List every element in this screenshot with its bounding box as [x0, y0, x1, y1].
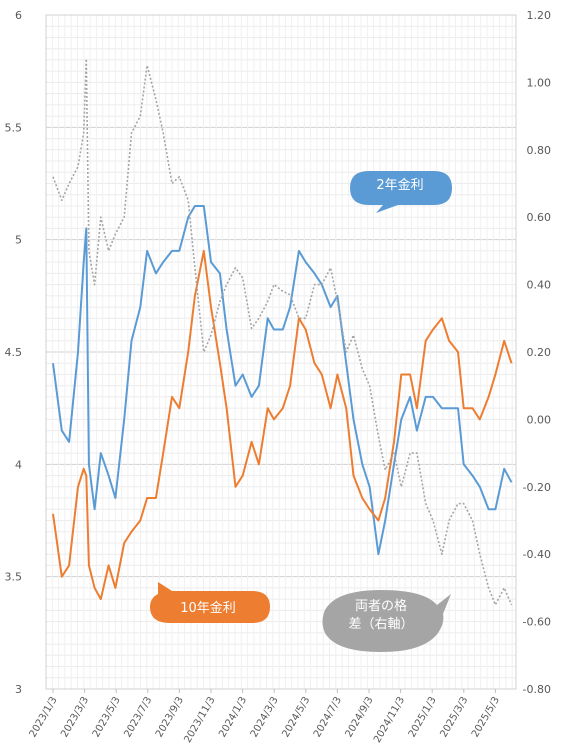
y-left-tick-label: 4 [15, 458, 22, 471]
y-right-tick-label: -0.60 [523, 616, 551, 629]
callout-spread-label-line2: 差（右軸） [348, 617, 413, 632]
y-right-tick-label: -0.80 [523, 683, 551, 696]
y-right-tick-label: 0.60 [527, 211, 552, 224]
y-right-tick-label: 0.20 [527, 346, 552, 359]
callout-10y-shape [150, 582, 270, 623]
callout-spread-label-line1: 両者の格 [355, 598, 407, 614]
callout-10y: 10年金利 [150, 582, 270, 623]
series-group [52, 58, 513, 606]
series-line-2 [52, 58, 513, 606]
y-left-tick-label: 3 [15, 683, 22, 696]
right-axis: -0.80 -0.60 -0.40 -0.20 0.00 0.20 0.40 0.60 0.80… [523, 9, 551, 696]
y-left-tick-label: 6 [15, 9, 22, 22]
callout-2y-shape [350, 171, 452, 213]
callout-2y-label: 2年金利 [376, 177, 423, 193]
y-right-tick-label: -0.40 [523, 548, 551, 561]
y-right-tick-label: -0.20 [523, 481, 551, 494]
y-left-tick-label: 5 [15, 234, 22, 247]
series-line-0 [52, 205, 513, 556]
left-axis: 3 3.5 4 4.5 5 5.5 6 [5, 9, 23, 696]
grid [45, 14, 517, 690]
series-line-1 [52, 249, 513, 601]
callout-10y-label: 10年金利 [180, 600, 236, 616]
y-left-tick-label: 4.5 [5, 346, 23, 359]
y-right-tick-label: 0.00 [527, 413, 552, 426]
y-right-tick-label: 1.00 [527, 76, 552, 89]
y-left-tick-label: 3.5 [5, 571, 23, 584]
callout-spread: 両者の格 差（右軸） [322, 590, 451, 652]
y-right-tick-label: 1.20 [527, 9, 552, 22]
y-right-tick-label: 0.80 [527, 144, 552, 157]
y-left-tick-label: 5.5 [5, 121, 23, 134]
callout-2y: 2年金利 [350, 171, 452, 213]
y-right-tick-label: 0.40 [527, 279, 552, 292]
plot-area-border [45, 14, 517, 690]
callout-spread-shape [322, 590, 451, 652]
